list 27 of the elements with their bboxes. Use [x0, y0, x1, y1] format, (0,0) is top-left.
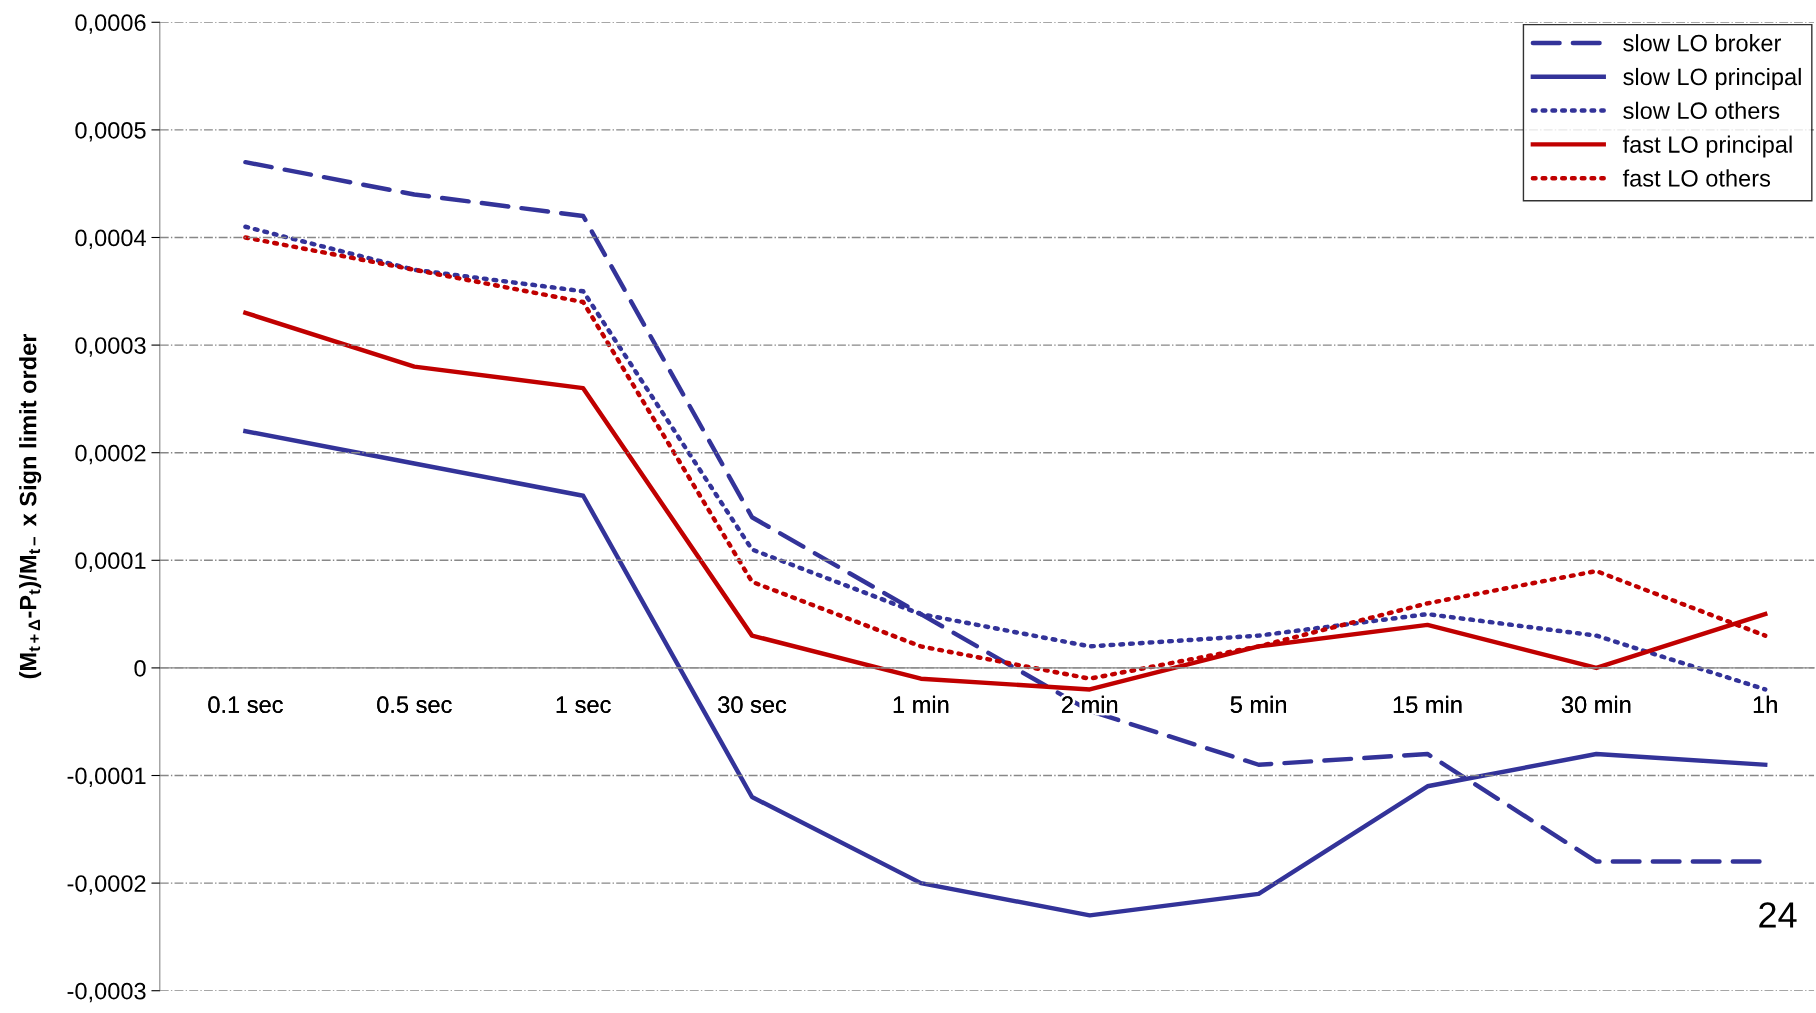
legend-label: slow LO broker: [1623, 34, 1781, 52]
y-tick-label: -0,0003: [67, 982, 146, 1003]
y-axis-title: (M$_{t+Δ}$-P$_{t}$)/M$_{t−}$ x Sign limit order: [19, 333, 42, 679]
y-tick-label: 0,0001: [75, 552, 146, 572]
x-tick-label: 1 sec: [556, 696, 611, 714]
annotation: 24: [1759, 902, 1797, 928]
y-tick-label: 0,0004: [75, 229, 146, 250]
x-tick-label: 1h: [1753, 695, 1777, 713]
x-tick-label: 30 min: [1561, 695, 1631, 714]
x-tick-label: 2 min: [1062, 695, 1118, 713]
y-tick-label: 0,0002: [75, 444, 146, 465]
x-tick-label: 30 sec: [718, 696, 787, 714]
legend-label: slow LO others: [1623, 101, 1780, 120]
x-tick-label: 5 min: [1230, 695, 1286, 714]
y-tick-label: 0,0003: [75, 337, 146, 357]
y-tick-label: 0: [134, 659, 146, 677]
x-tick-label: 1 min: [893, 695, 949, 713]
x-tick-label: 15 min: [1393, 695, 1462, 714]
x-tick-label: 0.5 sec: [377, 696, 452, 714]
legend-label: fast LO principal: [1622, 135, 1792, 158]
y-tick-label: -0,0002: [67, 875, 146, 895]
x-tick-label: 0.1 sec: [208, 696, 283, 714]
y-tick-label: 0,0005: [75, 121, 146, 142]
legend-label: fast LO others: [1622, 169, 1771, 187]
y-tick-label: -0,0001: [67, 767, 146, 788]
y-tick-label: 0,0006: [75, 14, 146, 34]
legend-label: slow LO principal: [1623, 67, 1801, 90]
